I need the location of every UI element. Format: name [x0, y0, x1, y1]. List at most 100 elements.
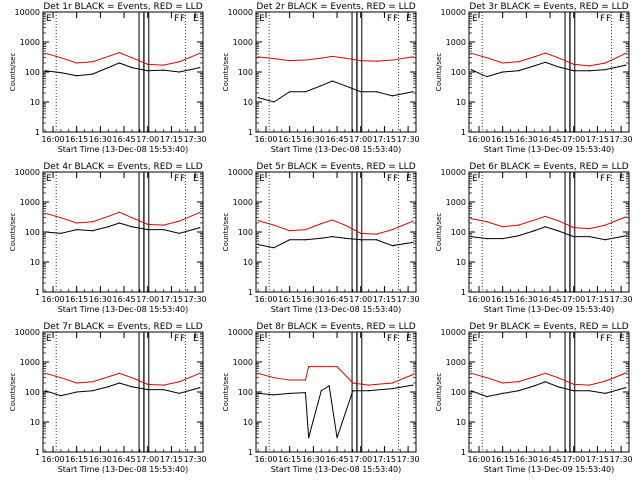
data-point-lld: [162, 64, 165, 66]
y-tick-label: 100: [25, 228, 40, 237]
data-point-events: [257, 97, 259, 99]
marker-label: E: [406, 174, 412, 184]
y-tick-label: 100: [451, 228, 466, 237]
data-point-events: [76, 75, 78, 77]
data-point-lld: [199, 52, 201, 54]
x-tick-label: 17:30: [610, 455, 633, 464]
data-point-events: [391, 245, 393, 247]
data-point-lld: [289, 230, 291, 232]
data-point-events: [544, 381, 546, 383]
chart-panel-2: Det 2r BLACK = Events, RED = LLD 1 10 100 10…: [222, 2, 420, 154]
x-tick-label: 16:00: [467, 295, 490, 304]
data-point-lld: [118, 52, 120, 54]
data-point-events: [486, 76, 488, 78]
data-point-events: [533, 230, 535, 232]
data-point-lld: [588, 65, 591, 67]
data-point-lld: [588, 227, 591, 230]
x-tick-label: 17:15: [586, 455, 609, 464]
marker-label: F: [606, 174, 611, 184]
data-point-events: [588, 70, 591, 72]
series-line-events: [44, 382, 200, 397]
data-point-events: [118, 62, 120, 64]
data-point-events: [273, 101, 275, 103]
y-tick-label: 10000: [15, 8, 40, 17]
data-point-events: [162, 389, 165, 391]
y-tick-label: 10: [30, 418, 40, 427]
data-point-lld: [44, 372, 46, 374]
chart-title: Det 1r BLACK = Events, RED = LLD: [43, 2, 202, 12]
x-tick-label: 16:45: [326, 295, 349, 304]
data-point-lld: [273, 224, 275, 226]
data-point-events: [273, 394, 275, 396]
marker-label: E: [619, 14, 625, 24]
y-tick-label: 1: [35, 128, 40, 137]
data-point-lld: [308, 366, 310, 368]
chart-title: Det 4r BLACK = Events, RED = LLD: [43, 162, 202, 172]
data-point-events: [199, 227, 201, 229]
x-tick-label: 16:15: [65, 455, 88, 464]
data-point-lld: [320, 223, 322, 225]
data-point-events: [502, 71, 504, 73]
flag-box: [143, 171, 150, 293]
data-point-events: [557, 230, 559, 232]
data-point-lld: [162, 384, 165, 386]
y-tick-label: 1000: [446, 358, 466, 367]
x-tick-label: 17:15: [373, 455, 396, 464]
data-point-lld: [544, 215, 546, 218]
x-tick-label: 16:00: [254, 455, 277, 464]
data-point-events: [588, 236, 591, 238]
flag-box: [143, 331, 150, 453]
y-axis-label: Counts/sec: [222, 53, 230, 92]
data-point-events: [573, 236, 575, 238]
y-axis-label: Counts/sec: [9, 213, 17, 252]
marker-label: F: [606, 334, 611, 344]
x-tick-label: 17:30: [610, 135, 633, 144]
data-point-lld: [391, 229, 393, 231]
data-point-events: [368, 390, 370, 392]
data-point-lld: [107, 55, 109, 58]
data-point-events: [412, 384, 414, 386]
marker-label: F: [600, 174, 605, 184]
marker-label: F: [387, 174, 392, 184]
data-point-events: [331, 236, 333, 238]
data-point-lld: [625, 52, 627, 54]
data-point-events: [344, 85, 346, 87]
data-point-events: [352, 390, 354, 392]
flag-box: [569, 11, 576, 133]
data-point-events: [76, 229, 78, 231]
marker-label: E: [46, 14, 52, 24]
marker-label: F: [393, 14, 398, 24]
x-tick-label: 16:30: [515, 455, 538, 464]
series-line-lld: [471, 215, 627, 230]
x-tick-label: 16:00: [254, 295, 277, 304]
data-point-events: [360, 239, 362, 241]
data-point-events: [604, 69, 606, 71]
y-axis-label: Counts/sec: [222, 373, 230, 412]
data-point-lld: [470, 217, 472, 220]
y-tick-label: 10000: [441, 8, 466, 17]
data-point-events: [391, 95, 393, 97]
data-point-lld: [573, 63, 575, 65]
data-point-lld: [544, 372, 546, 374]
data-point-lld: [557, 377, 559, 379]
data-point-lld: [336, 366, 338, 368]
y-tick-label: 10000: [228, 168, 253, 177]
flag-box: [569, 331, 576, 453]
data-point-events: [118, 222, 120, 224]
data-point-events: [470, 236, 472, 238]
flag-box: [356, 11, 363, 133]
data-point-events: [91, 73, 94, 75]
x-tick-label: 17:00: [136, 455, 159, 464]
data-point-lld: [360, 59, 362, 62]
y-tick-label: 1000: [446, 198, 466, 207]
data-point-events: [470, 69, 472, 71]
data-point-lld: [352, 382, 354, 384]
y-tick-label: 1: [248, 288, 253, 297]
x-tick-label: 16:15: [278, 295, 301, 304]
plot-frame: [255, 11, 417, 133]
flag-box: [356, 331, 363, 453]
data-point-lld: [257, 56, 259, 58]
data-point-events: [502, 392, 504, 394]
x-tick-label: 16:15: [278, 455, 301, 464]
data-point-events: [44, 231, 46, 233]
